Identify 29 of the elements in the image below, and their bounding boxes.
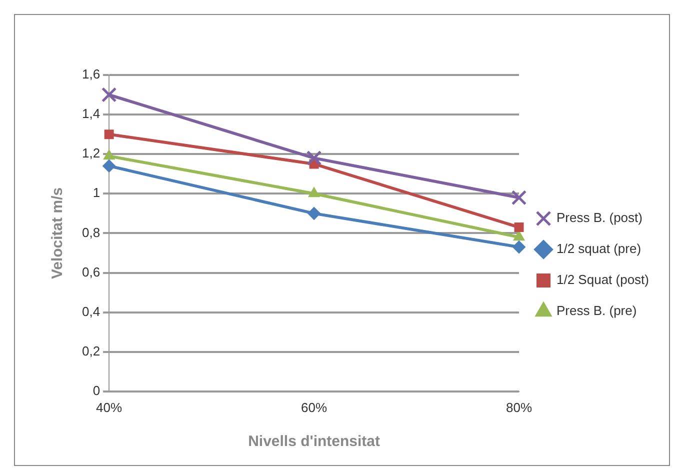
y-tick-label: 1,4 <box>82 106 100 122</box>
y-tick-label: 1,6 <box>82 66 100 82</box>
legend-label: Press B. (post) <box>556 210 642 226</box>
point <box>308 206 321 220</box>
y-axis-title: Velocitat m/s <box>49 187 66 280</box>
point <box>103 150 115 160</box>
x-axis-title: Nivells d'intensitat <box>248 433 380 450</box>
legend-label: Press B. (pre) <box>556 303 637 318</box>
point <box>102 159 116 172</box>
y-tick-label: 1 <box>92 185 100 200</box>
y-tick-label: 0,8 <box>82 224 100 240</box>
x-tick-label: 60% <box>301 400 328 415</box>
point <box>101 87 117 102</box>
point <box>104 130 114 140</box>
point <box>513 230 525 241</box>
x-tick-label: 40% <box>96 400 123 415</box>
point <box>514 222 524 232</box>
y-tick-label: 0,6 <box>82 264 100 280</box>
point <box>511 190 527 206</box>
x-tick-label: 80% <box>506 400 532 415</box>
y-tick-label: 0 <box>92 382 100 398</box>
y-tick-label: 0,4 <box>82 304 100 319</box>
y-tick-label: 1,2 <box>82 146 100 161</box>
legend-label: 1/2 squat (pre) <box>556 241 642 256</box>
point <box>308 187 320 198</box>
point <box>306 150 322 166</box>
point <box>512 240 526 254</box>
legend-label: 1/2 Squat (post) <box>556 272 649 288</box>
y-tick-label: 0,2 <box>82 343 100 358</box>
